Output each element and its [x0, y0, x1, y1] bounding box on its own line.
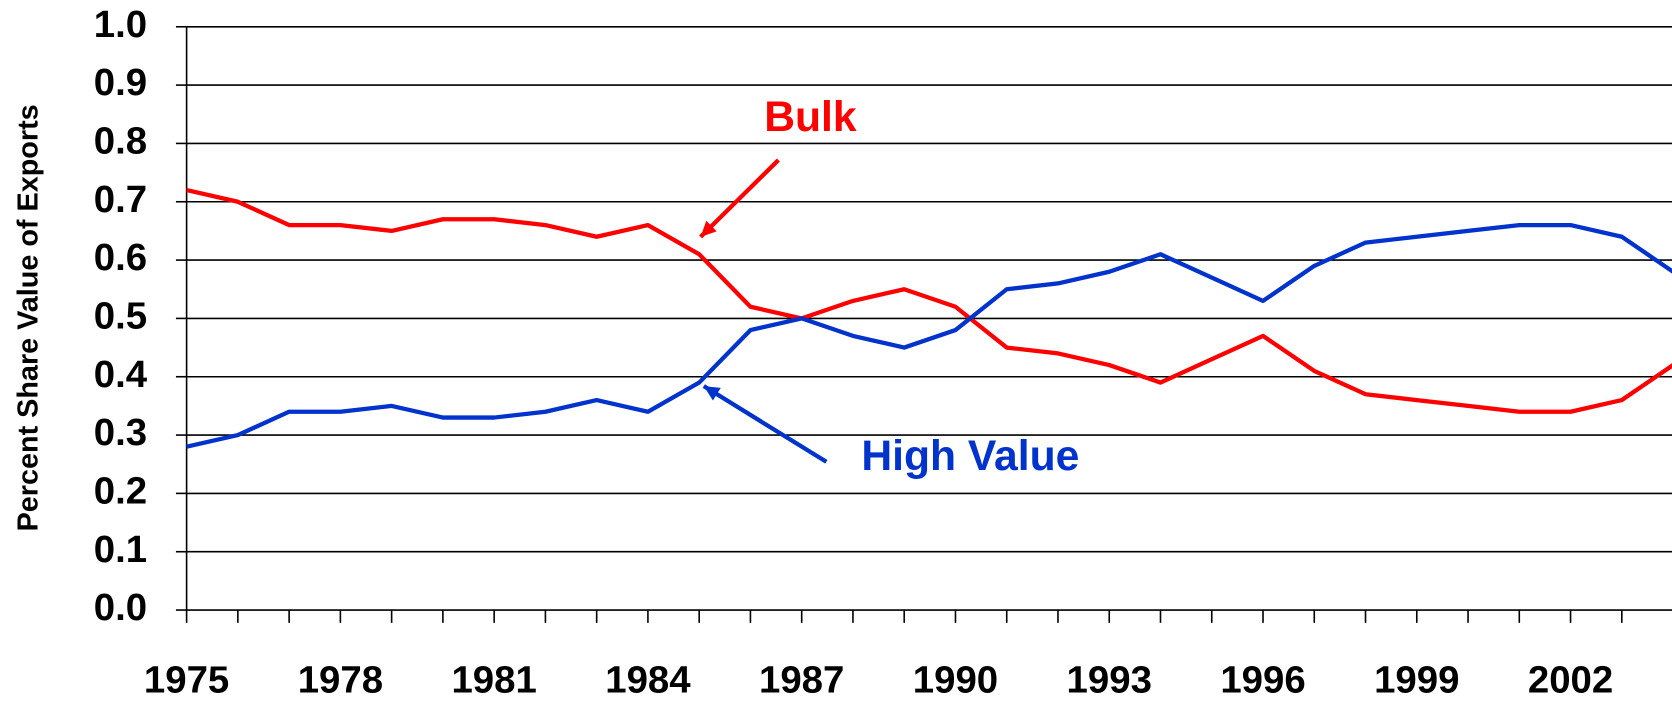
series-label: Bulk	[764, 93, 857, 141]
x-tick-label: 1990	[913, 659, 998, 702]
x-tick-label: 2002	[1528, 659, 1613, 702]
y-tick-label: 0.7	[94, 178, 147, 221]
x-tick-label: 1978	[298, 659, 383, 702]
y-tick-label: 0.2	[94, 470, 147, 513]
x-tick-label: 1981	[451, 659, 536, 702]
y-tick-label: 0.4	[94, 353, 148, 396]
y-tick-label: 0.9	[94, 61, 147, 104]
x-tick-label: 1996	[1220, 659, 1305, 702]
y-tick-label: 0.6	[94, 236, 147, 279]
x-tick-label: 1975	[144, 659, 229, 702]
arrow-head	[700, 220, 717, 237]
y-tick-label: 0.0	[94, 586, 147, 629]
arrow-head	[703, 386, 721, 401]
x-tick-label: 1987	[759, 659, 844, 702]
y-tick-label: 1.0	[94, 3, 147, 46]
x-tick-label: 1984	[605, 659, 691, 702]
x-tick-label: 1999	[1374, 659, 1459, 702]
series-label: High Value	[861, 432, 1079, 480]
x-tick-label: 1993	[1067, 659, 1152, 702]
y-tick-label: 0.8	[94, 120, 147, 163]
arrow-shaft	[699, 158, 780, 239]
arrow-shaft	[702, 384, 828, 464]
y-tick-label: 0.5	[94, 295, 147, 338]
y-axis-label: Percent Share Value of Exports	[12, 104, 44, 531]
series-line	[186, 188, 1672, 414]
series-line	[186, 222, 1672, 449]
y-tick-label: 0.1	[94, 528, 147, 571]
y-tick-label: 0.3	[94, 411, 147, 454]
